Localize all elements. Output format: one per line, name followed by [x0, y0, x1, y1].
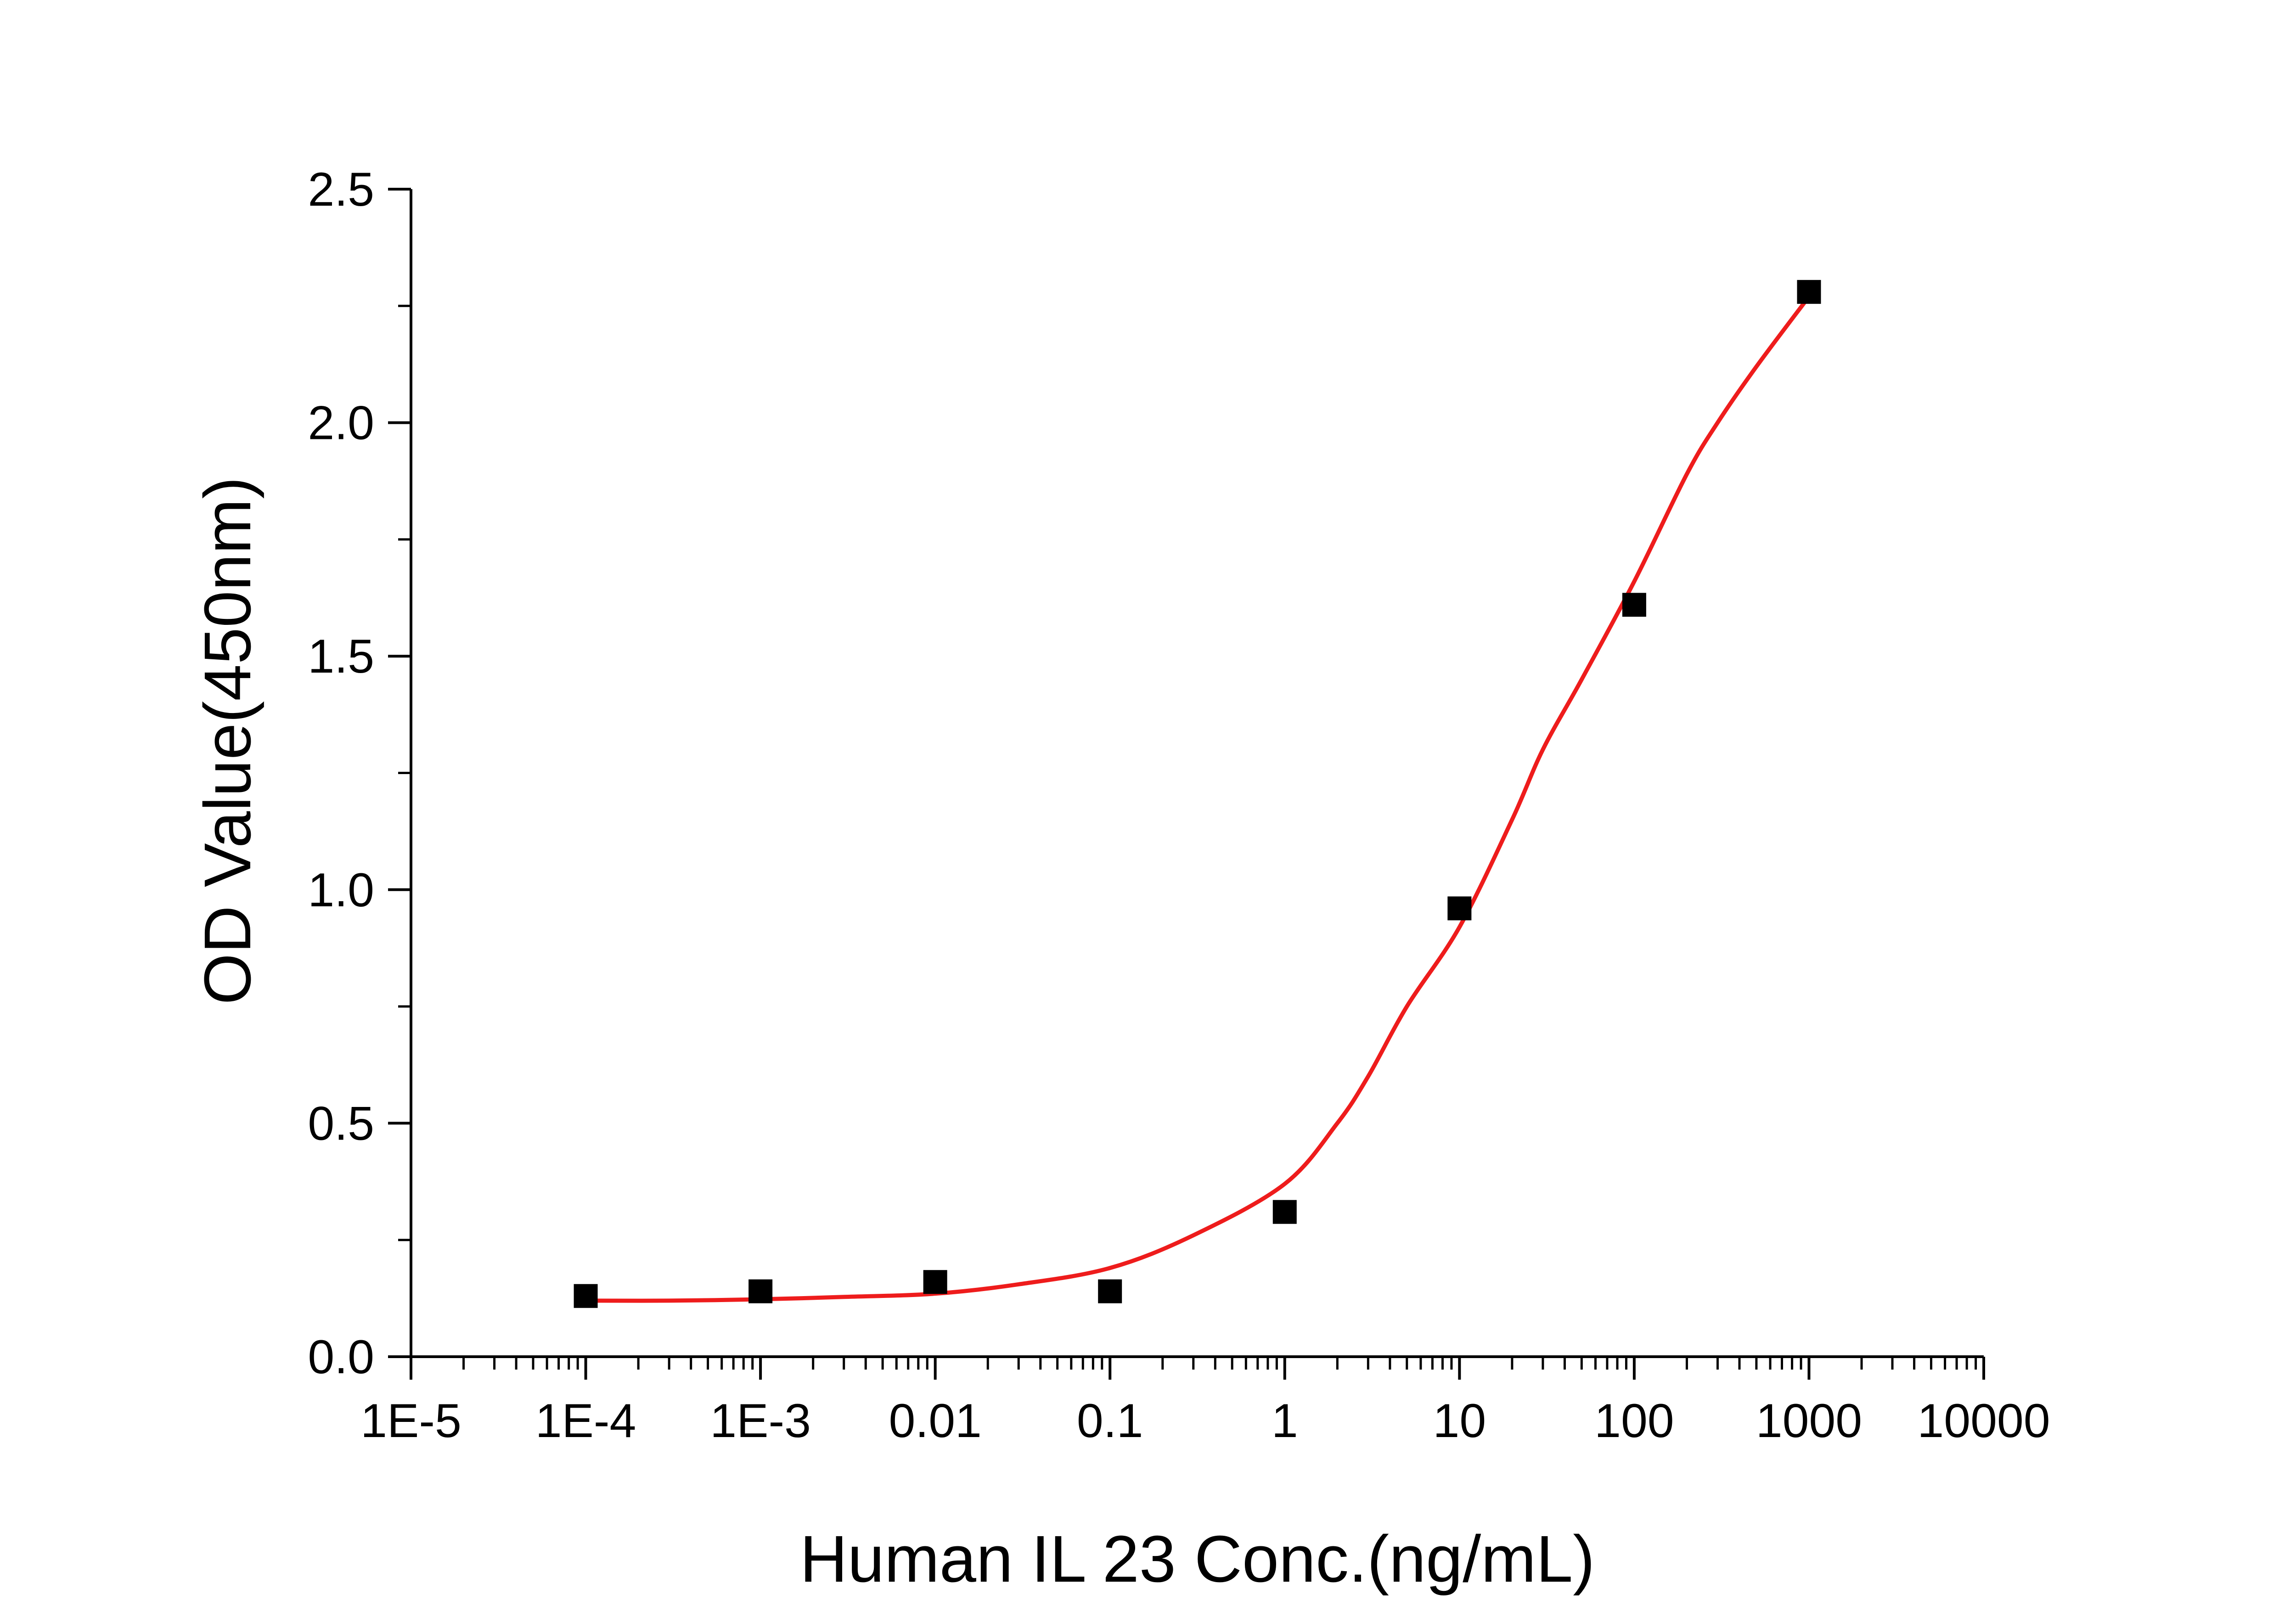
- x-tick-label: 1E-4: [535, 1394, 636, 1448]
- y-axis-title: OD Value(450nm): [191, 477, 264, 1005]
- x-axis-title: Human IL 23 Conc.(ng/mL): [800, 1522, 1595, 1596]
- x-tick-label: 1: [1272, 1394, 1298, 1448]
- ticks: [388, 188, 1985, 1380]
- x-tick-label: 1E-5: [360, 1394, 461, 1448]
- y-tick-label: 1.0: [308, 864, 374, 917]
- data-point: [1797, 280, 1821, 304]
- x-tick-label: 100: [1594, 1394, 1674, 1448]
- data-point: [1622, 593, 1646, 617]
- data-point: [748, 1279, 773, 1303]
- data-point: [923, 1270, 947, 1294]
- x-tick-label: 1000: [1756, 1394, 1862, 1448]
- y-tick-label: 0.0: [308, 1331, 374, 1384]
- x-tick-label: 10: [1433, 1394, 1486, 1448]
- data-point: [1447, 896, 1472, 921]
- y-tick-label: 0.5: [308, 1097, 374, 1150]
- x-tick-label: 0.1: [1077, 1394, 1143, 1448]
- series-layer: [574, 280, 1821, 1308]
- x-tick-label: 1E-3: [710, 1394, 811, 1448]
- fit-curve: [584, 294, 1811, 1303]
- x-tick-label: 0.01: [889, 1394, 981, 1448]
- data-point: [1098, 1279, 1122, 1303]
- y-tick-label: 2.0: [308, 397, 374, 450]
- data-point: [1272, 1200, 1297, 1224]
- tick-labels: 1E-5 1E-4 1E-3 0.01 0.1 1 10 100 1000 10000 0.0 0.5…: [308, 163, 2050, 1448]
- x-tick-label: 10000: [1917, 1394, 2050, 1448]
- y-tick-label: 2.5: [308, 163, 374, 216]
- y-tick-label: 1.5: [308, 630, 374, 683]
- axes: [410, 189, 1984, 1358]
- data-point: [574, 1284, 598, 1308]
